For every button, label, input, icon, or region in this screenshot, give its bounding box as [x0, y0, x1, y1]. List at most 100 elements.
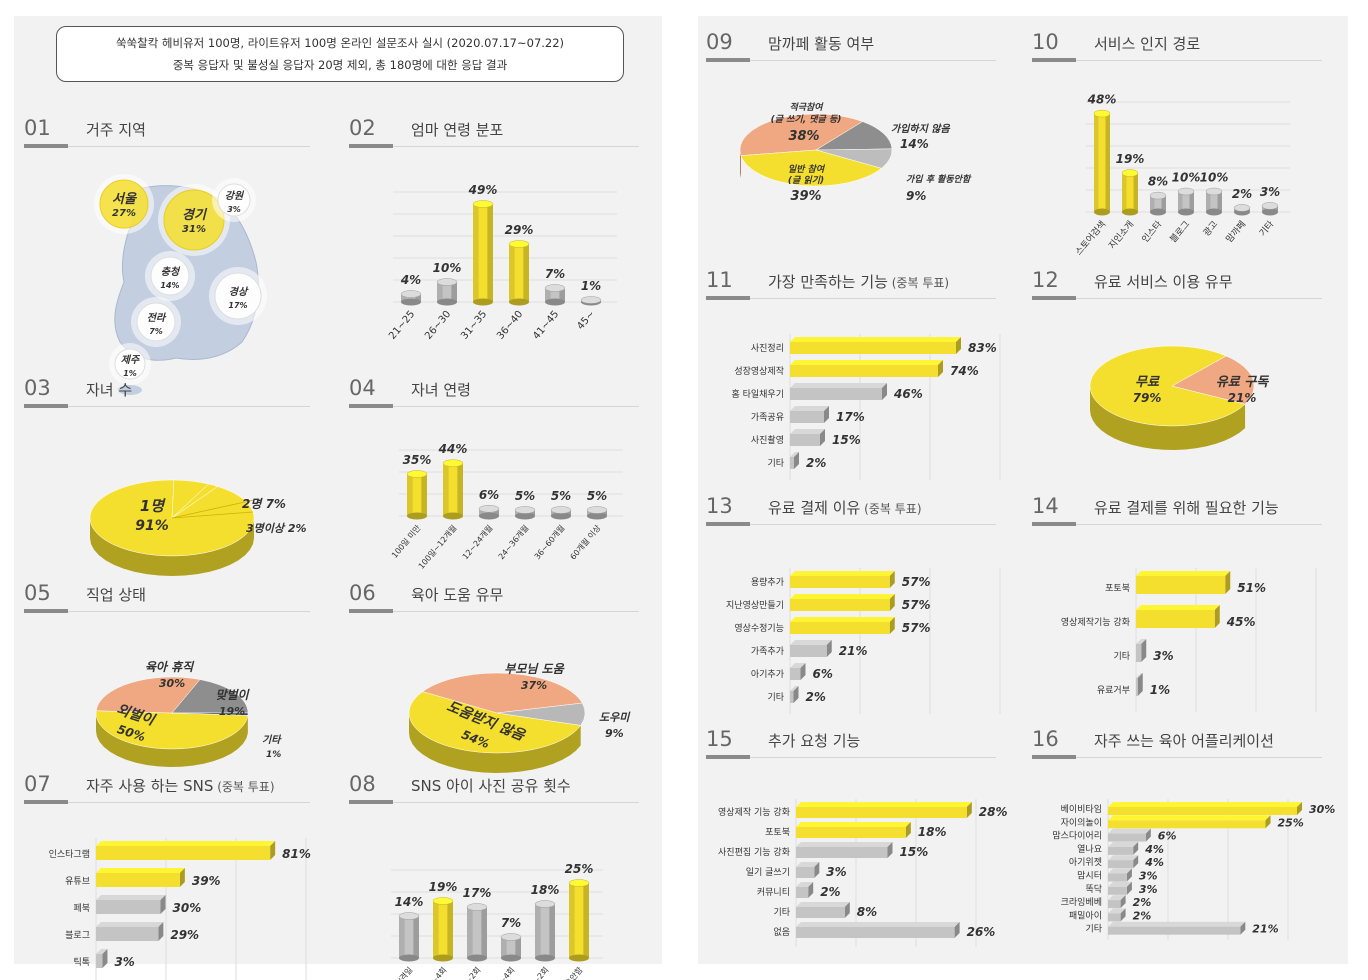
category-label: 사진촬영	[751, 435, 784, 446]
category-label: 영상수정기능	[734, 623, 784, 634]
bar-value: 8%	[1148, 175, 1168, 189]
bar-value: 28%	[979, 805, 1008, 819]
jeju-shape	[118, 385, 142, 395]
category-label: 광고	[1200, 218, 1220, 238]
section-number: 09	[706, 30, 733, 54]
pie-slice-육아 휴직	[95, 676, 201, 714]
bar-value: 26%	[967, 925, 996, 939]
section-header: 10 서비스 인지 경로	[1032, 30, 1332, 62]
region-value: 14%	[160, 281, 179, 290]
section-divider-accent	[24, 800, 68, 804]
bar-광고	[1205, 187, 1223, 216]
section-04: 04 자녀 연령 35% 100일 미만 44% 100일~12개월 6% 12~24개월 5%…	[349, 376, 649, 571]
category-label: 틱톡	[73, 956, 90, 968]
category-label: 기타	[1085, 924, 1102, 935]
bar-value: 7%	[545, 267, 565, 281]
section-divider	[24, 406, 310, 407]
bar-일기 글쓰기	[796, 862, 820, 878]
pie-side	[1090, 386, 1246, 450]
section-number: 14	[1032, 494, 1059, 518]
bar-value: 6%	[1158, 830, 1177, 843]
section-number: 12	[1032, 268, 1059, 292]
bar-value: 14%	[395, 895, 424, 909]
bar-용량추가	[790, 571, 895, 588]
bar-value: 17%	[463, 886, 492, 900]
section-title-tag: (중복 투표)	[213, 780, 275, 794]
section-header: 01 거주 지역	[24, 116, 320, 148]
bar-주 3~4회	[432, 897, 454, 962]
section-title-text: 자녀 수	[86, 381, 133, 399]
section-07: 07 자주 사용 하는 SNS (중복 투표) 인스타그램 81% 유튜브 39% 페북 30…	[24, 772, 320, 980]
section-01: 01 거주 지역 서울 27% 경기 31% 강원 3% 충청 14% 경상 17% 전라 7% 제주 1%	[24, 116, 320, 395]
section-title-text: 가장 만족하는 기능	[768, 273, 888, 291]
slice-label: 가입하지 않음	[891, 123, 950, 135]
pie-slice-외벌이	[95, 710, 249, 750]
slice-divider	[171, 499, 255, 519]
bar-value: 2%	[806, 456, 826, 470]
bar-100일 미만	[406, 470, 428, 520]
category-label: 영상제작 기능 강화	[718, 807, 790, 818]
category-label: 똑닥	[1085, 884, 1102, 895]
right-page: 10 서비스 인지 경로 48% 스토어검색 19% 지인소개 8% 인스타 10% 블로그 10%…	[698, 16, 1348, 964]
bar-지난영상만들기	[790, 594, 895, 611]
pie-side	[740, 150, 741, 178]
pie-slice-일반 참여	[740, 149, 882, 187]
bar-value: 17%	[836, 410, 865, 424]
bar-value: 83%	[968, 341, 997, 355]
bar-패밀아이	[1108, 908, 1126, 922]
bar-value: 5%	[515, 489, 535, 503]
section-header: 03 자녀 수	[24, 376, 320, 408]
bar-21~25	[400, 290, 422, 306]
slice-value: 38%	[788, 129, 819, 144]
slice-label: 기타	[262, 734, 282, 746]
section-title: 유료 결제 이유 (중복 투표)	[768, 497, 922, 518]
chart-07: 인스타그램 81% 유튜브 39% 페북 30% 블로그 29% 틱톡 3%	[49, 838, 311, 980]
bar-베이비타임	[1108, 802, 1302, 815]
region-value: 31%	[182, 224, 206, 235]
bar-value: 3%	[826, 865, 846, 879]
category-label: 아기위젯	[1069, 857, 1102, 868]
chart-13: 용량추가 57% 지난영상만들기 57% 영상수정기능 57% 가족추가 21% 아기추가 6% 기…	[726, 568, 1001, 714]
chart-15: 영상제작 기능 강화 28% 포토북 18% 사진편집 기능 강화 15% 일기 글쓰기 3%…	[718, 799, 1008, 947]
left-page: 쑥쑥찰칵 헤비유저 100명, 라이트유저 100명 온라인 설문조사 실시 (…	[14, 16, 662, 980]
category-label: 블로그	[65, 930, 90, 941]
slice-label: 가입 후 활동안함	[906, 174, 972, 185]
section-divider-accent	[24, 144, 68, 148]
pie-slice-부모님 도움	[422, 672, 583, 714]
section-number: 06	[349, 581, 376, 605]
section-divider-accent	[1032, 296, 1076, 300]
pie-slice-가입하지 않음	[815, 121, 893, 151]
slice-label: 유료 구독	[1216, 375, 1269, 390]
bar-value: 57%	[902, 621, 931, 635]
category-label: 기타	[1257, 218, 1277, 238]
region-bubble-전라: 전라 7%	[131, 297, 181, 347]
pie-slice-3명이상	[171, 483, 219, 519]
bar-value: 2%	[1133, 896, 1152, 909]
pie-side	[90, 518, 254, 576]
bar-없음	[796, 922, 960, 938]
slice-value: 30%	[159, 677, 185, 690]
chart-09: 적극참여(글 쓰기, 댓글 등) 38% 가입하지 않음 14% 가입 후 활동안함 9%…	[739, 102, 972, 204]
bar-value: 45%	[1226, 615, 1256, 629]
category-label: 100일 미만	[390, 523, 423, 560]
section-number: 02	[349, 116, 376, 140]
bar-value: 1%	[1150, 683, 1170, 697]
slice-divider	[171, 511, 254, 519]
section-divider-accent	[1032, 58, 1076, 62]
survey-note-line1: 쑥쑥찰칵 헤비유저 100명, 라이트유저 100명 온라인 설문조사 실시 (…	[115, 36, 565, 50]
category-label: 45~	[575, 309, 597, 332]
section-header: 05 직업 상태	[24, 581, 320, 613]
bar-영상제작 기능 강화	[796, 802, 972, 818]
section-divider	[349, 406, 639, 407]
category-label: 기타	[767, 458, 784, 469]
bar-value: 5%	[551, 489, 571, 503]
slice-label: (글 쓰기, 댓글 등)	[771, 114, 842, 125]
category-label: 지난영상만들기	[726, 600, 784, 611]
bar-value: 35%	[403, 453, 432, 467]
bar-가족추가	[790, 640, 832, 657]
section-divider-accent	[706, 296, 750, 300]
section-divider-accent	[349, 144, 393, 148]
bar-41~45	[544, 284, 566, 306]
chart-10: 48% 스토어검색 19% 지인소개 8% 인스타 10% 블로그 10% 광고 2% 맘까페 3% 기타	[1072, 93, 1290, 258]
